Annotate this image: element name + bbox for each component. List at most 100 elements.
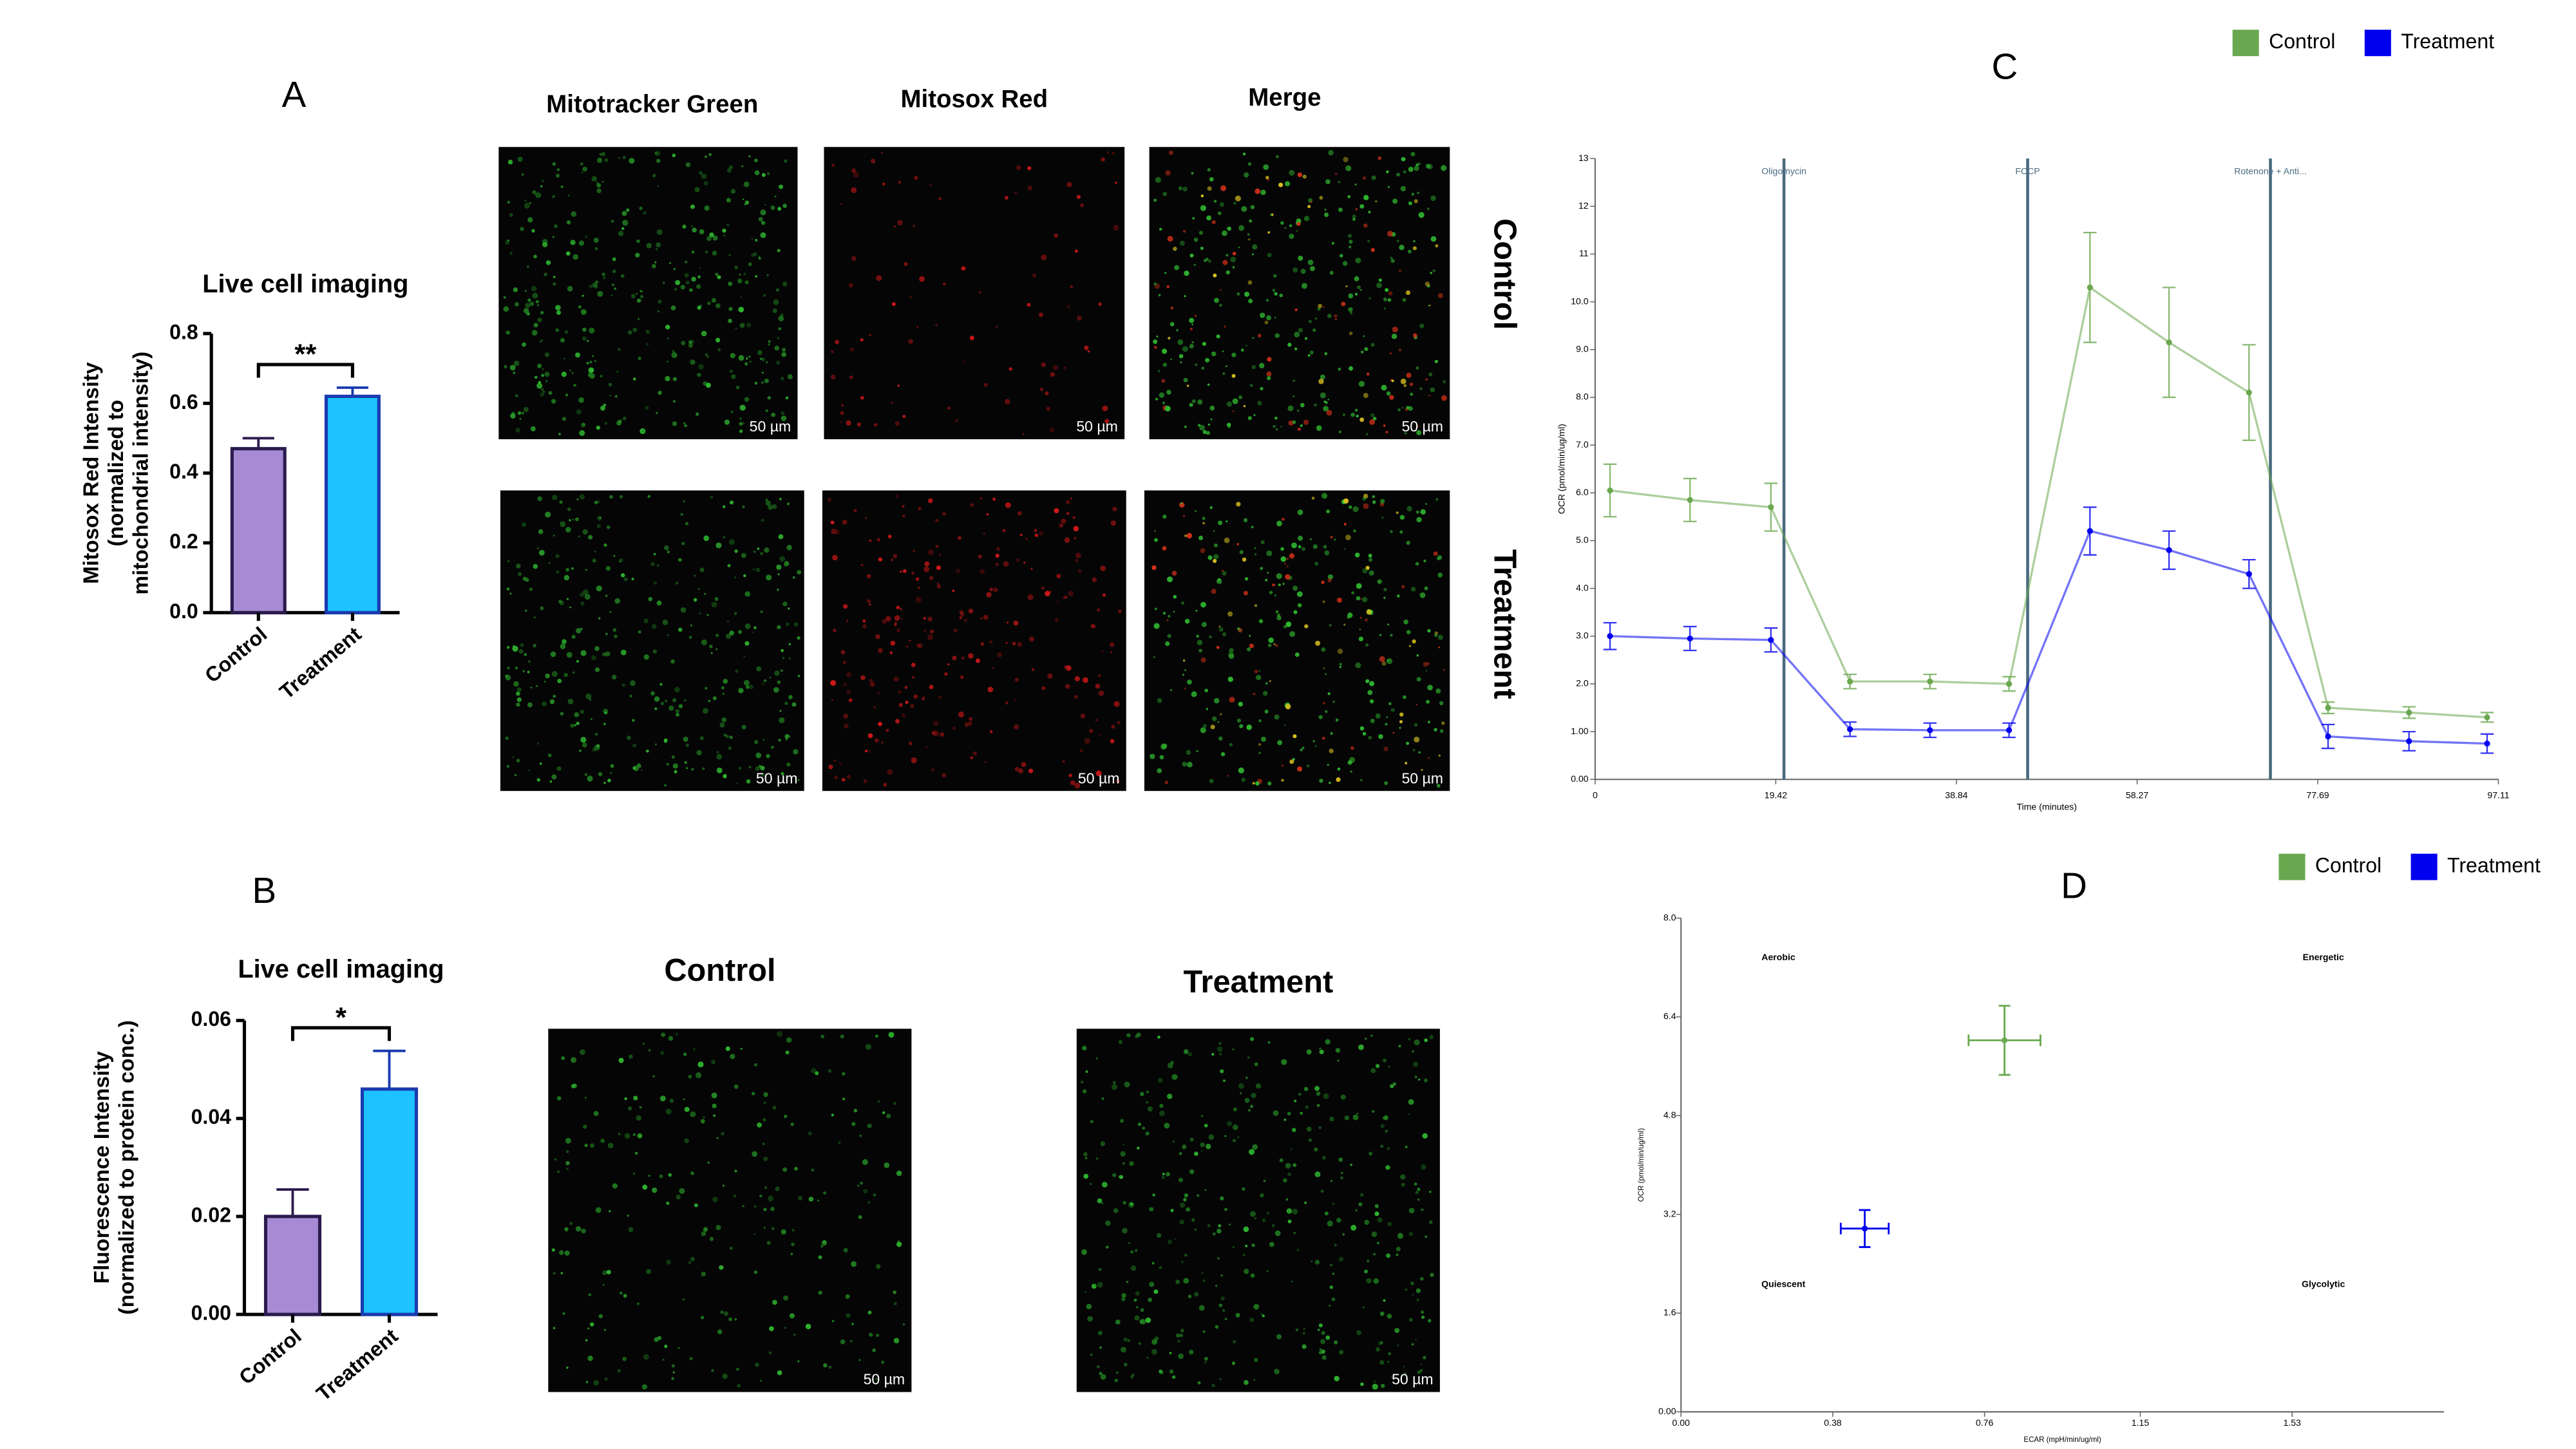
speck <box>656 229 663 235</box>
speck <box>1265 682 1268 685</box>
speck <box>1383 588 1387 592</box>
speck <box>723 774 727 779</box>
speck <box>1193 264 1196 267</box>
speck <box>728 318 732 323</box>
speck <box>1087 1316 1094 1322</box>
speck <box>528 769 531 772</box>
speck <box>505 674 508 677</box>
speck <box>1170 358 1172 361</box>
speck <box>559 600 564 605</box>
speck <box>1291 542 1298 549</box>
speck <box>1074 536 1077 540</box>
speck <box>938 553 942 556</box>
speck <box>1293 395 1294 397</box>
speck <box>764 204 766 206</box>
speck <box>1401 156 1406 162</box>
speck <box>533 616 536 619</box>
speck <box>1194 314 1197 317</box>
speck <box>1319 779 1323 783</box>
speck <box>1439 701 1444 706</box>
y-tick-label: 0.04 <box>191 1105 232 1128</box>
speck <box>1362 497 1367 501</box>
speck <box>828 764 833 770</box>
speck <box>818 1291 822 1295</box>
speck <box>584 594 591 600</box>
speck <box>654 696 660 702</box>
speck <box>744 280 749 285</box>
speck <box>538 529 544 535</box>
speck <box>952 656 957 661</box>
speck <box>580 710 584 714</box>
speck <box>808 1131 812 1136</box>
y-axis-label: Mitosox Red Intensity <box>79 362 103 584</box>
speck <box>1323 545 1327 549</box>
speck <box>1425 281 1430 287</box>
speck <box>1385 723 1388 726</box>
speck <box>976 658 980 663</box>
speck <box>843 683 847 687</box>
speck <box>1154 607 1157 611</box>
speck <box>1039 531 1044 536</box>
speck <box>665 1108 672 1115</box>
speck <box>1403 170 1406 174</box>
speck <box>1187 679 1192 685</box>
speck <box>1189 1137 1194 1142</box>
speck <box>882 1111 886 1114</box>
speck <box>665 699 668 703</box>
speck <box>591 655 596 661</box>
speck <box>1180 502 1183 505</box>
speck <box>1328 149 1334 156</box>
speck <box>730 410 734 413</box>
speck <box>636 1115 642 1121</box>
y-axis-label: (normalized to <box>104 400 128 547</box>
speck <box>575 1226 582 1232</box>
speck <box>1390 634 1393 637</box>
speck <box>1248 238 1251 241</box>
speck <box>1041 362 1046 367</box>
speck <box>909 639 911 642</box>
speck <box>1327 314 1332 318</box>
speck <box>1321 1349 1325 1354</box>
speck <box>798 1196 803 1201</box>
speck <box>1102 593 1106 597</box>
speck <box>895 494 899 498</box>
speck <box>1334 538 1336 541</box>
speck <box>709 645 713 649</box>
y-tick-label: 11 <box>1579 248 1589 258</box>
speck <box>1159 1110 1165 1117</box>
speck <box>782 657 785 659</box>
speck <box>1406 506 1412 512</box>
speck <box>513 681 519 687</box>
y-tick-label: 6.0 <box>1576 487 1589 497</box>
speck <box>940 732 945 737</box>
data-point <box>1927 678 1933 685</box>
speck <box>573 1083 578 1088</box>
speck <box>1429 1190 1432 1193</box>
speck <box>675 709 679 714</box>
speck <box>793 1333 796 1336</box>
speck <box>1090 1353 1093 1356</box>
speck <box>1166 285 1170 289</box>
speck <box>1186 384 1189 387</box>
speck <box>1378 156 1381 160</box>
speck <box>1150 1207 1154 1212</box>
speck <box>1212 558 1217 564</box>
speck <box>1247 416 1252 421</box>
speck <box>1406 741 1410 745</box>
speck <box>1218 1042 1222 1045</box>
speck <box>579 494 585 500</box>
speck <box>722 229 726 233</box>
speck <box>697 1061 704 1068</box>
speck <box>1387 1222 1392 1227</box>
speck <box>785 1050 790 1055</box>
speck <box>581 1228 586 1234</box>
speck <box>1120 1119 1124 1123</box>
speck <box>1263 1179 1266 1182</box>
speck <box>1387 1361 1390 1363</box>
speck <box>1253 692 1256 696</box>
speck <box>1098 1267 1102 1271</box>
speck <box>1115 181 1117 184</box>
speck <box>689 1357 693 1361</box>
speck <box>1366 372 1370 376</box>
speck <box>1414 199 1418 204</box>
